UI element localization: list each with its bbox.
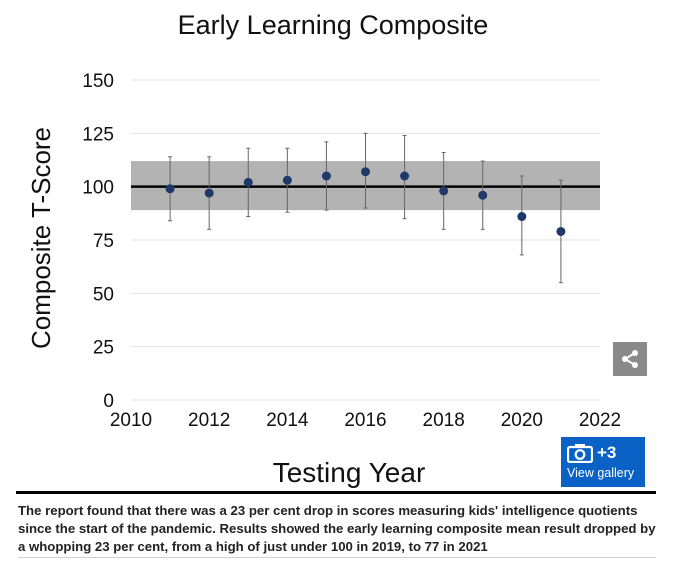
chart-title: Early Learning Composite [178, 10, 489, 40]
image-caption: The report found that there was a 23 per… [18, 503, 656, 554]
chart-figure: Early Learning Composite Testing Year Co… [16, 6, 656, 494]
x-tick-label: 2014 [266, 410, 309, 431]
data-point [517, 212, 527, 222]
data-point [439, 186, 449, 196]
x-tick-label: 2022 [579, 410, 621, 431]
data-point [243, 177, 253, 187]
data-point [321, 171, 331, 181]
x-tick-label: 2016 [344, 410, 386, 431]
data-point [282, 175, 292, 185]
x-axis-label: Testing Year [273, 457, 426, 488]
x-tick-label: 2010 [110, 410, 152, 431]
share-button[interactable] [613, 342, 647, 376]
share-icon [622, 350, 638, 368]
y-tick-label: 125 [82, 124, 114, 145]
x-tick-label: 2012 [188, 410, 230, 431]
y-axis-label: Composite T-Score [26, 127, 56, 349]
data-point [361, 167, 370, 177]
data-point [165, 184, 175, 194]
caption-divider [18, 557, 656, 558]
y-tick-label: 100 [82, 178, 114, 199]
data-point [204, 188, 214, 198]
data-point [556, 226, 566, 236]
view-gallery-button[interactable]: +3 View gallery [561, 437, 645, 487]
chart-svg: Early Learning Composite Testing Year Co… [26, 10, 621, 488]
y-tick-label: 75 [93, 231, 114, 252]
x-tick-label: 2018 [423, 410, 465, 431]
y-tick-label: 0 [103, 391, 114, 412]
gallery-count: +3 [597, 443, 617, 462]
data-point [478, 190, 488, 200]
data-point [400, 171, 410, 181]
x-tick-label: 2020 [501, 410, 543, 431]
gallery-label: View gallery [567, 466, 635, 480]
y-tick-label: 50 [93, 284, 114, 305]
y-tick-label: 150 [82, 71, 114, 92]
camera-icon [567, 444, 593, 463]
y-tick-label: 25 [93, 338, 114, 359]
